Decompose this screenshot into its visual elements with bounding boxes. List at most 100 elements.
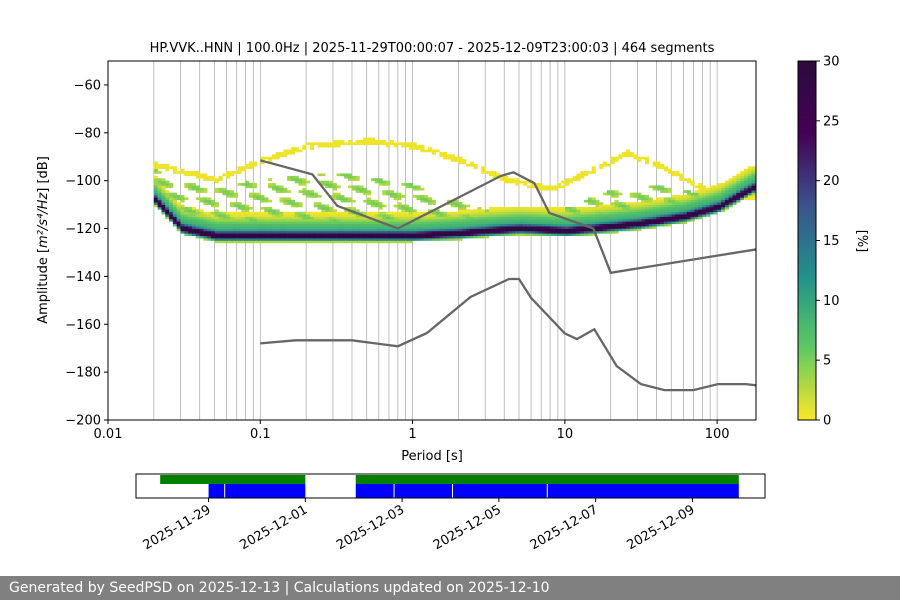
- density-cell: [663, 216, 669, 220]
- density-cell: [488, 226, 493, 229]
- density-cell: [271, 185, 276, 189]
- density-cell: [439, 226, 444, 229]
- density-cell: [454, 228, 459, 232]
- density-cell: [458, 204, 463, 208]
- density-cell: [169, 218, 174, 222]
- density-cell: [393, 233, 398, 237]
- density-cell: [656, 163, 661, 167]
- density-cell: [161, 211, 166, 215]
- density-cell: [466, 163, 471, 167]
- density-cell: [245, 211, 250, 215]
- density-cell: [412, 226, 417, 229]
- density-cell: [386, 190, 391, 193]
- density-cell: [496, 218, 501, 222]
- density-cell: [686, 195, 691, 198]
- density-cell: [397, 206, 402, 210]
- density-cell: [496, 226, 501, 229]
- density-cell: [709, 195, 714, 198]
- density-cell: [614, 226, 619, 229]
- density-cell: [378, 206, 383, 210]
- density-cell: [420, 195, 425, 198]
- density-cell: [538, 218, 543, 222]
- density-cell: [625, 223, 631, 227]
- density-cell: [633, 218, 638, 222]
- density-cell: [523, 216, 528, 220]
- density-cell: [625, 154, 631, 158]
- density-cell: [351, 178, 356, 181]
- density-cell: [496, 211, 501, 215]
- density-cell: [656, 185, 661, 189]
- density-cell: [241, 240, 246, 244]
- density-cell: [511, 228, 516, 232]
- density-cell: [275, 156, 280, 160]
- density-cell: [504, 209, 509, 213]
- density-cell: [283, 233, 288, 237]
- density-cell: [519, 180, 524, 184]
- density-cell: [595, 216, 600, 220]
- density-cell: [157, 163, 162, 167]
- density-cell: [431, 228, 436, 232]
- density-cell: [481, 168, 486, 172]
- density-cell: [534, 216, 539, 220]
- density-cell: [599, 228, 604, 232]
- density-cell: [184, 226, 189, 229]
- density-cell: [325, 233, 330, 237]
- density-cell: [469, 214, 474, 217]
- density-cell: [161, 190, 166, 193]
- density-cell: [256, 228, 261, 232]
- density-cell: [500, 218, 505, 222]
- density-cell: [492, 209, 497, 213]
- density-cell: [705, 206, 710, 210]
- density-cell: [351, 230, 356, 234]
- density-cell: [431, 199, 436, 203]
- density-cell: [485, 209, 490, 213]
- density-cell: [393, 221, 398, 225]
- y-axis-label-prefix: Amplitude [: [36, 248, 51, 324]
- density-cell: [450, 156, 455, 160]
- density-cell: [249, 240, 254, 244]
- density-cell: [386, 180, 391, 184]
- density-cell: [454, 226, 459, 229]
- density-cell: [268, 183, 273, 186]
- density-cell: [500, 206, 505, 210]
- density-cell: [389, 139, 394, 143]
- density-cell: [210, 218, 216, 222]
- density-cell: [496, 230, 501, 234]
- density-cell: [591, 218, 596, 222]
- density-cell: [424, 216, 429, 220]
- density-cell: [530, 214, 535, 217]
- density-cell: [256, 233, 261, 237]
- density-cell: [165, 168, 170, 172]
- density-cell: [210, 175, 216, 179]
- density-cell: [504, 228, 509, 232]
- colorbar-tick-label: 10: [823, 294, 840, 309]
- density-cell: [591, 199, 596, 203]
- density-cell: [218, 216, 223, 220]
- density-cell: [207, 197, 212, 201]
- density-cell: [625, 221, 631, 225]
- density-cell: [260, 197, 265, 201]
- density-cell: [207, 216, 212, 220]
- density-cell: [374, 230, 379, 234]
- density-cell: [446, 233, 452, 237]
- density-cell: [359, 238, 364, 241]
- density-cell: [374, 238, 379, 241]
- density-cell: [199, 216, 204, 220]
- density-cell: [306, 192, 311, 196]
- density-cell: [435, 223, 440, 227]
- density-cell: [515, 211, 520, 215]
- density-cell: [237, 171, 242, 174]
- density-cell: [507, 218, 513, 222]
- density-cell: [511, 211, 516, 215]
- density-cell: [313, 235, 318, 239]
- density-cell: [191, 233, 197, 237]
- density-cell: [169, 211, 174, 215]
- density-cell: [458, 202, 463, 205]
- density-cell: [237, 206, 242, 210]
- density-cell: [184, 233, 189, 237]
- density-cell: [580, 233, 585, 237]
- density-cell: [679, 204, 684, 208]
- density-cell: [298, 149, 303, 153]
- density-cell: [367, 230, 372, 234]
- density-cell: [176, 195, 181, 198]
